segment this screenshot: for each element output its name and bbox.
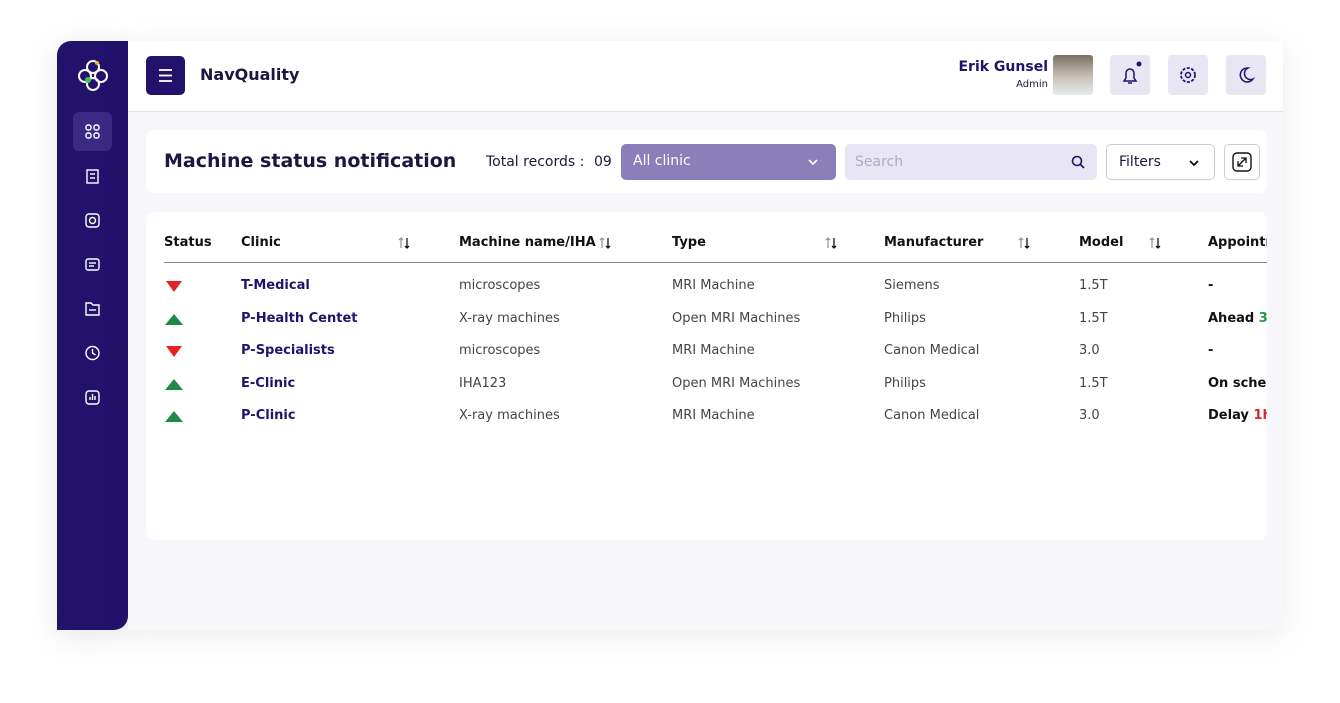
- cell-clinic: P-Clinic: [241, 408, 296, 423]
- appointment-text: Delay: [1208, 408, 1254, 423]
- clinic-select-label: All clinic: [633, 153, 691, 169]
- status-icon: [164, 376, 184, 395]
- column-header: Status: [164, 235, 212, 250]
- cell-manufacturer: Canon Medical: [884, 408, 980, 423]
- cell-model: 3.0: [1079, 408, 1100, 423]
- column-header: Model: [1079, 235, 1124, 250]
- cell-type: MRI Machine: [672, 408, 755, 423]
- main: NavQuality Erik Gunsel Admin Machine sta…: [128, 41, 1283, 630]
- cell-appointment: -: [1208, 343, 1214, 358]
- filters-button[interactable]: Filters: [1106, 144, 1215, 180]
- column-header: Type: [672, 235, 706, 250]
- cell-clinic: P-Health Centet: [241, 310, 358, 326]
- cell-machine: microscopes: [459, 278, 541, 293]
- clinic-select[interactable]: All clinic: [621, 144, 836, 180]
- total-value: 09: [594, 154, 612, 170]
- settings-button[interactable]: [1168, 55, 1208, 95]
- user-role: Admin: [1016, 79, 1048, 90]
- cell-clinic: T-Medical: [241, 278, 310, 293]
- sidebar: [57, 41, 128, 630]
- status-icon: [164, 278, 184, 297]
- cell-clinic: P-Specialists: [241, 343, 335, 358]
- cell-type: MRI Machine: [672, 278, 755, 293]
- nav-icons: [85, 124, 100, 405]
- cell-machine: X-ray machines: [459, 408, 560, 423]
- cell-machine: IHA123: [459, 375, 507, 391]
- status-icon: [164, 408, 184, 427]
- header-divider: [164, 262, 1267, 263]
- column-header: Appointm: [1208, 235, 1267, 250]
- theme-button[interactable]: [1226, 55, 1266, 95]
- cell-manufacturer: Philips: [884, 375, 926, 391]
- user-name: Erik Gunsel: [958, 59, 1048, 75]
- total-label: Total records :: [486, 154, 585, 170]
- cell-appointment: On sched: [1208, 375, 1267, 391]
- cell-manufacturer: Canon Medical: [884, 343, 980, 358]
- cell-type: Open MRI Machines: [672, 310, 801, 326]
- status-icon: [164, 311, 184, 330]
- column-header: Clinic: [241, 235, 281, 250]
- notifications-button[interactable]: [1110, 55, 1150, 95]
- search-placeholder: Search: [855, 154, 904, 170]
- cell-model: 1.5T: [1079, 278, 1108, 293]
- avatar[interactable]: [1053, 55, 1093, 95]
- cell-type: MRI Machine: [672, 343, 755, 358]
- cell-appointment: Delay 1hr: [1208, 408, 1267, 423]
- topbar: NavQuality Erik Gunsel Admin: [128, 41, 1283, 112]
- appointment-note: 3h: [1258, 310, 1267, 326]
- cell-type: Open MRI Machines: [672, 375, 801, 391]
- expand-button[interactable]: [1224, 144, 1260, 180]
- status-icon: [164, 343, 184, 362]
- column-header: Manufacturer: [884, 235, 984, 250]
- search-input[interactable]: Search: [845, 144, 1097, 180]
- cell-machine: microscopes: [459, 343, 541, 358]
- app-name: NavQuality: [200, 65, 300, 84]
- sort-icon: [598, 235, 612, 254]
- appointment-text: Ahead: [1208, 310, 1259, 326]
- cell-clinic: E-Clinic: [241, 375, 296, 391]
- cell-model: 3.0: [1079, 343, 1100, 358]
- card-title: Machine status notification: [164, 150, 457, 172]
- nav-active[interactable]: [73, 112, 112, 151]
- sort-icon: [1148, 235, 1162, 254]
- filters-label: Filters: [1119, 154, 1161, 170]
- menu-button[interactable]: [146, 56, 185, 95]
- cell-appointment: -: [1208, 278, 1214, 293]
- cell-manufacturer: Siemens: [884, 278, 940, 293]
- sort-icon: [824, 235, 838, 254]
- cell-manufacturer: Philips: [884, 310, 926, 326]
- toolbar-card: Machine status notification Total record…: [146, 130, 1267, 193]
- logo: [78, 60, 108, 91]
- sort-icon: [397, 235, 411, 254]
- cell-model: 1.5T: [1079, 310, 1108, 326]
- cell-machine: X-ray machines: [459, 310, 560, 326]
- table-card: Status Clinic Machine name/IHA Type Manufact…: [146, 212, 1267, 540]
- cell-appointment: Ahead 3h: [1208, 311, 1267, 326]
- appointment-note: 1hr: [1253, 408, 1267, 423]
- cell-model: 1.5T: [1079, 375, 1108, 391]
- sort-icon: [1017, 235, 1031, 254]
- column-header: Machine name/IHA: [459, 235, 596, 250]
